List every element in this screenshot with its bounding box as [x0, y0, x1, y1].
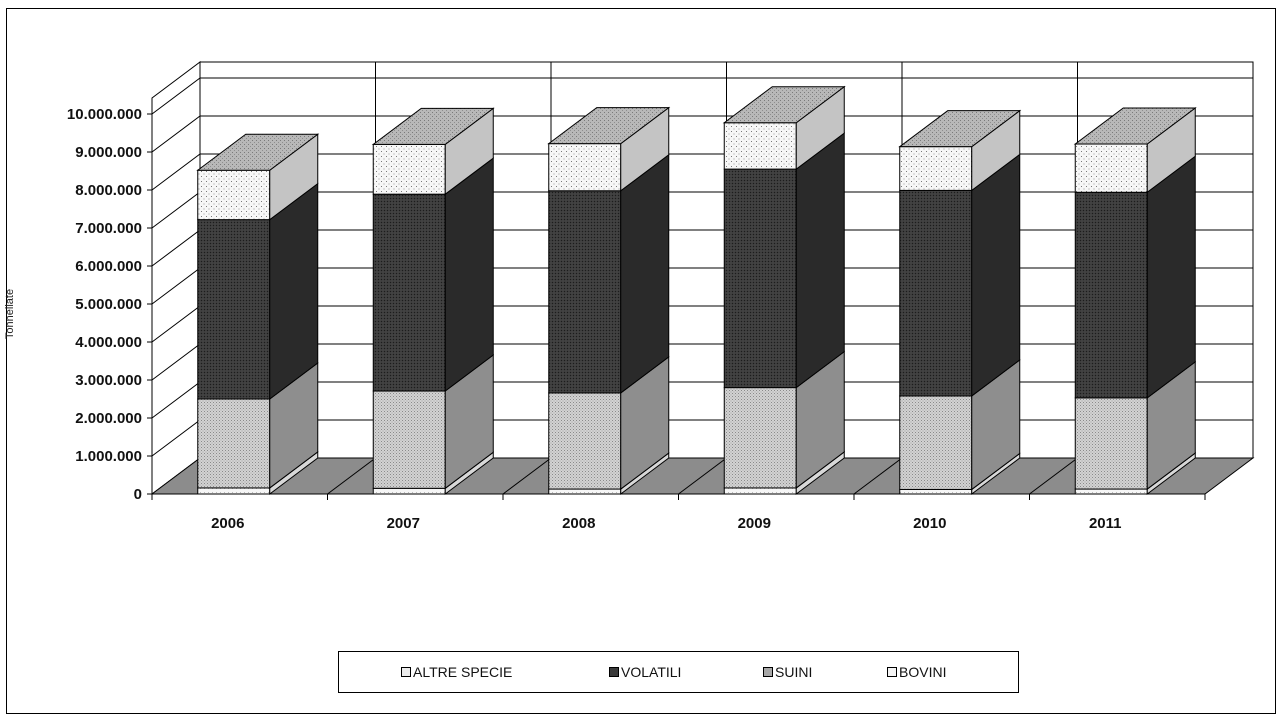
- x-tick-2009: 2009: [738, 515, 771, 532]
- bar-top-2008: [547, 107, 671, 145]
- bar-bovini-2010: [899, 488, 973, 495]
- x-tick-2010: 2010: [913, 515, 946, 532]
- bar-suini-2011: [1074, 397, 1148, 490]
- bar-side-volatili-2006: [269, 182, 319, 400]
- bar-side-volatili-2007: [444, 157, 494, 393]
- y-axis-label: Tonnellate: [4, 289, 16, 339]
- bar-bovini-2007: [372, 487, 446, 495]
- bar-bovini-2011: [1074, 488, 1148, 495]
- legend-label-altre-specie: ALTRE SPECIE: [413, 664, 513, 680]
- y-tick-7: 7.000.000: [75, 220, 142, 237]
- legend-label-suini: SUINI: [775, 664, 813, 680]
- bar-bovini-2008: [548, 488, 622, 495]
- floor-divider: [678, 457, 727, 495]
- legend-item-volatili: VOLATILI: [609, 664, 681, 680]
- y-tick-6: 6.000.000: [75, 258, 142, 275]
- y-tick-0: 0: [134, 486, 142, 503]
- bar-top-2007: [371, 107, 495, 145]
- bar-suini-2006: [197, 398, 271, 489]
- bar-top-2006: [196, 133, 320, 171]
- bar-altre-specie-2011: [1074, 143, 1148, 193]
- floor-divider: [853, 457, 903, 495]
- y-tick-1: 1.000.000: [75, 448, 142, 465]
- x-tick-2008: 2008: [562, 515, 595, 532]
- y-tick-5: 5.000.000: [75, 296, 142, 313]
- bar-altre-specie-2006: [197, 169, 271, 221]
- bar-side-volatili-2011: [1146, 155, 1196, 399]
- bar-suini-2007: [372, 390, 446, 489]
- bar-volatili-2008: [548, 190, 622, 394]
- legend-swatch-volatili: [609, 667, 619, 677]
- legend-item-suini: SUINI: [763, 664, 812, 680]
- y-tick-10: 10.000.000: [67, 106, 142, 123]
- bar-volatili-2006: [197, 219, 271, 400]
- floor-divider: [327, 457, 376, 495]
- bar-top-2011: [1073, 107, 1197, 145]
- bar-suini-2008: [548, 392, 622, 490]
- bar-suini-2009: [723, 387, 797, 489]
- x-tick-2011: 2011: [1089, 515, 1122, 532]
- bar-volatili-2009: [723, 168, 797, 389]
- bar-bovini-2009: [723, 487, 797, 495]
- y-tick-8: 8.000.000: [75, 182, 142, 199]
- legend-label-bovini: BOVINI: [899, 664, 947, 680]
- y-tick-9: 9.000.000: [75, 144, 142, 161]
- bar-volatili-2010: [899, 189, 973, 397]
- bar-suini-2010: [899, 395, 973, 490]
- bar-altre-specie-2007: [372, 143, 446, 195]
- bar-volatili-2007: [372, 193, 446, 392]
- legend: ALTRE SPECIE VOLATILI SUINI BOVINI: [338, 651, 1019, 693]
- x-tick-2006: 2006: [211, 515, 244, 532]
- bar-bovini-2006: [197, 487, 271, 495]
- side-wall: [151, 61, 201, 495]
- bar-top-2010: [898, 110, 1022, 148]
- legend-swatch-bovini: [887, 667, 897, 677]
- legend-swatch-altre-specie: [401, 667, 411, 677]
- floor-divider: [1029, 457, 1078, 495]
- bar-volatili-2011: [1074, 191, 1148, 399]
- x-tick-2007: 2007: [387, 515, 420, 532]
- bar-side-volatili-2010: [971, 153, 1021, 397]
- y-tick-4: 4.000.000: [75, 334, 142, 351]
- legend-item-altre-specie: ALTRE SPECIE: [401, 664, 512, 680]
- floor-divider: [502, 457, 552, 495]
- bar-altre-specie-2010: [899, 146, 973, 191]
- y-tick-2: 2.000.000: [75, 410, 142, 427]
- bar-top-2009: [722, 86, 846, 124]
- legend-swatch-suini: [763, 667, 773, 677]
- bar-side-volatili-2009: [795, 132, 845, 389]
- legend-item-bovini: BOVINI: [887, 664, 946, 680]
- bar-altre-specie-2009: [723, 122, 797, 170]
- bar-side-volatili-2008: [620, 153, 670, 394]
- legend-label-volatili: VOLATILI: [621, 664, 682, 680]
- bar-altre-specie-2008: [548, 143, 622, 192]
- y-tick-3: 3.000.000: [75, 372, 142, 389]
